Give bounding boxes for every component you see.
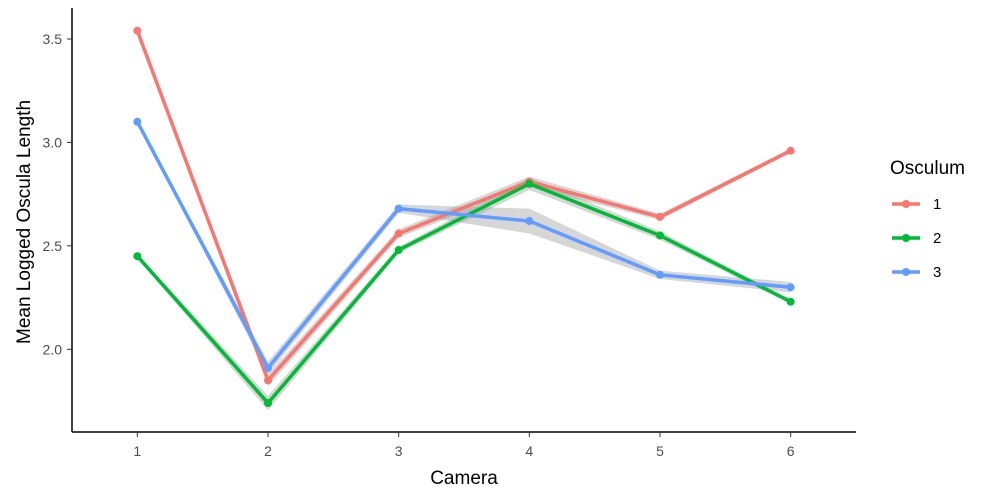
legend-key-point-1 — [902, 200, 910, 208]
axis-ticks: 1 2 3 4 5 6 2.0 2.5 3.0 3.5 — [43, 31, 795, 459]
y-axis-title: Mean Logged Oscula Length — [14, 100, 35, 344]
x-tick-label-1: 1 — [133, 443, 141, 459]
series-line-1 — [135, 29, 793, 383]
series-line-3 — [135, 120, 793, 370]
data-point-series-3-x-1 — [133, 117, 142, 126]
series-lines — [135, 29, 793, 405]
data-point-series-3-x-4 — [525, 217, 534, 226]
data-point-series-2-x-6 — [786, 297, 795, 306]
data-point-series-3-x-5 — [656, 270, 664, 279]
confidence-band-series-3 — [137, 119, 791, 375]
data-point-series-2-x-2 — [264, 399, 272, 408]
data-point-series-2-x-3 — [394, 245, 403, 254]
data-point-series-1-x-3 — [394, 229, 403, 238]
series-line-2 — [135, 182, 793, 405]
y-tick-label-2.0: 2.0 — [43, 341, 63, 357]
confidence-bands — [137, 28, 791, 411]
x-tick-label-2: 2 — [264, 443, 272, 459]
data-point-series-2-x-1 — [133, 252, 142, 261]
data-point-series-2-x-4 — [525, 179, 534, 188]
legend-key-point-2 — [902, 234, 910, 242]
data-point-series-3-x-6 — [786, 283, 795, 292]
axes — [71, 8, 856, 433]
y-tick-label-3.5: 3.5 — [43, 31, 63, 47]
legend-label-3: 3 — [933, 264, 941, 281]
x-tick-label-3: 3 — [395, 443, 403, 459]
x-tick-label-6: 6 — [787, 443, 795, 459]
data-point-series-1-x-2 — [264, 376, 272, 385]
legend: Osculum 1 2 3 — [890, 158, 965, 281]
legend-key-point-3 — [902, 268, 910, 276]
y-tick-label-2.5: 2.5 — [43, 238, 63, 254]
y-tick-label-3.0: 3.0 — [43, 134, 63, 150]
data-point-series-3-x-3 — [394, 204, 403, 213]
legend-label-2: 2 — [933, 230, 941, 247]
data-point-series-1-x-5 — [656, 212, 664, 221]
legend-items: 1 2 3 — [892, 196, 941, 281]
x-axis-title: Camera — [430, 468, 498, 489]
data-point-series-1-x-6 — [786, 146, 795, 155]
data-point-series-1-x-1 — [133, 26, 142, 35]
data-point-series-2-x-5 — [656, 231, 664, 240]
legend-label-1: 1 — [933, 196, 941, 213]
legend-title: Osculum — [890, 158, 965, 179]
series-points — [133, 26, 795, 408]
data-point-series-3-x-2 — [264, 363, 272, 372]
x-tick-label-5: 5 — [656, 443, 664, 459]
x-tick-label-4: 4 — [525, 443, 533, 459]
